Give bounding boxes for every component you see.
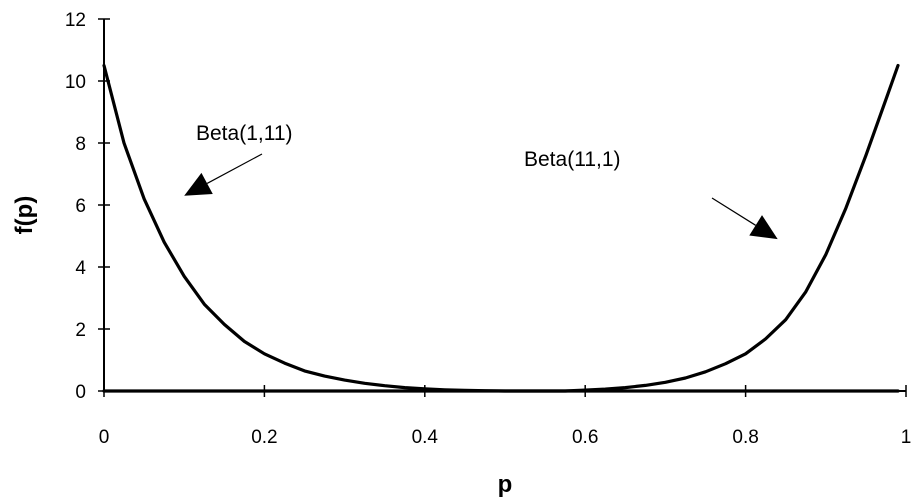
y-tick-label: 8 (75, 134, 86, 155)
x-tick-label: 0 (99, 427, 110, 448)
x-tick-label: 0.4 (412, 427, 439, 448)
annotation-arrow-line (711, 197, 756, 226)
annotation-arrowhead (184, 172, 213, 196)
y-tick-label: 10 (65, 72, 86, 93)
x-tick-label: 0.8 (732, 427, 758, 448)
annotation-arrow-line (206, 153, 263, 184)
annotation-label: Beta(11,1) (524, 148, 621, 171)
y-tick-label: 12 (65, 10, 86, 31)
x-axis-title: p (498, 471, 513, 498)
x-tick-label: 1 (901, 427, 912, 448)
series-line-2 (102, 63, 900, 393)
x-tick-label: 0.6 (572, 427, 598, 448)
y-tick-label: 2 (75, 320, 86, 341)
x-tick-label: 0.2 (251, 427, 277, 448)
y-tick-label: 6 (75, 196, 86, 217)
y-axis-title: f(p) (11, 196, 38, 235)
annotation-arrowhead (749, 215, 778, 240)
y-tick-label: 0 (75, 382, 86, 403)
y-tick-label: 4 (75, 258, 86, 279)
series-line-1 (102, 63, 900, 393)
annotation-label: Beta(1,11) (196, 122, 293, 145)
plot-area: 0 2 4 6 8 10 12 0 0.2 0.4 0.6 0.8 1 p f(p) Beta(1,11) Be… (11, 10, 911, 498)
